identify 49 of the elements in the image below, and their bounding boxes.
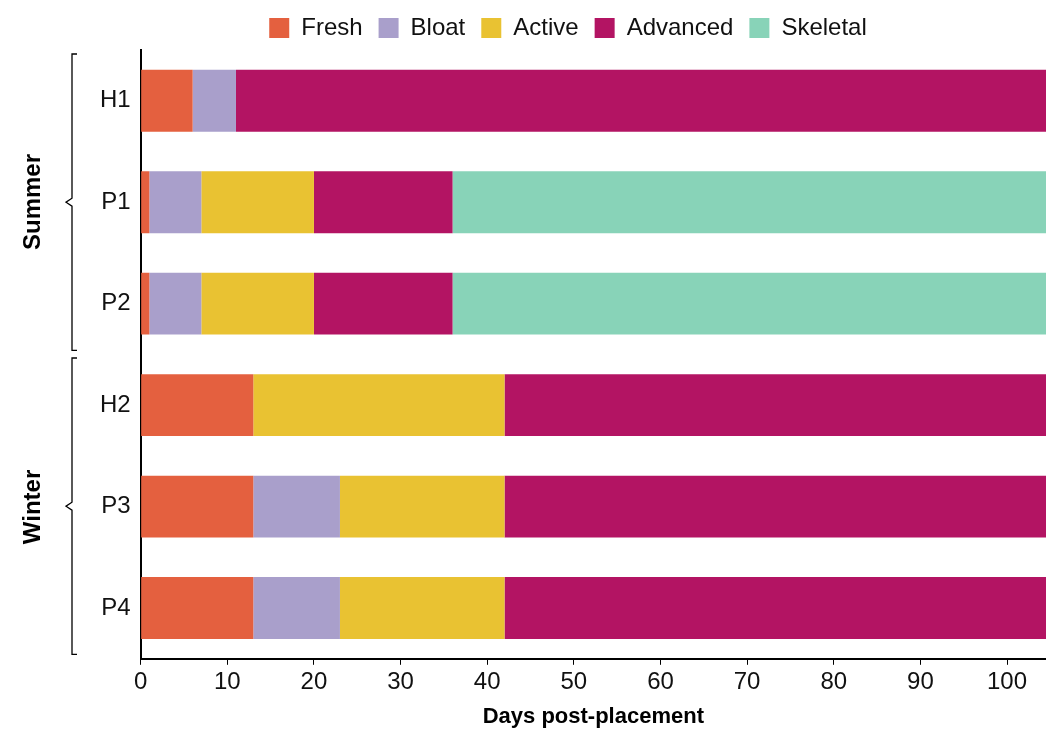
bar — [149, 171, 202, 234]
x-axis-title: Days post-placement — [482, 702, 705, 728]
x-tick-label: 20 — [300, 666, 328, 694]
legend-label: Fresh — [301, 12, 363, 40]
bar — [452, 171, 1046, 234]
x-tick-label: 70 — [733, 666, 761, 694]
x-tick-label: 60 — [647, 666, 674, 694]
text: Winter — [18, 469, 46, 544]
text: Summer — [18, 154, 46, 251]
bar — [253, 475, 340, 538]
legend-label: Bloat — [410, 12, 466, 40]
x-tick-label: 10 — [213, 666, 241, 694]
bar — [201, 171, 314, 234]
bar — [141, 475, 254, 538]
bar — [141, 171, 150, 234]
legend-label: Advanced — [626, 12, 734, 40]
bar — [141, 69, 193, 132]
bar — [141, 374, 254, 437]
bar — [253, 374, 505, 437]
x-tick-label: 50 — [560, 666, 588, 694]
bar — [339, 475, 505, 538]
bar — [235, 69, 1046, 132]
y-tick-label: P1 — [101, 186, 131, 214]
bar — [201, 272, 314, 335]
x-tick-label: 30 — [387, 666, 414, 694]
bar — [452, 272, 1046, 335]
bar — [192, 69, 236, 132]
y-tick-label: P4 — [101, 592, 131, 620]
legend-label: Skeletal — [781, 12, 867, 40]
x-tick-label: 0 — [134, 666, 148, 694]
legend-label: Active — [513, 12, 579, 40]
bar — [253, 577, 340, 640]
bar — [149, 272, 202, 335]
y-tick-label: H2 — [99, 389, 131, 417]
bar — [339, 577, 505, 640]
x-tick-label: 100 — [986, 666, 1028, 694]
bar — [504, 374, 1046, 437]
y-tick-label: P3 — [101, 491, 131, 519]
bar — [141, 272, 150, 335]
bar — [141, 577, 254, 640]
y-tick-label: P2 — [101, 288, 131, 316]
y-tick-label: H1 — [99, 85, 131, 113]
x-tick-label: 90 — [907, 666, 934, 694]
bar — [504, 577, 1046, 640]
x-tick-label: 40 — [473, 666, 501, 694]
x-tick-label: 80 — [820, 666, 848, 694]
bar — [504, 475, 1046, 538]
bar — [313, 171, 453, 234]
bar — [313, 272, 453, 335]
